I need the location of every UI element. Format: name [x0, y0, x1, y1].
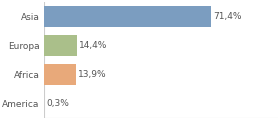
Bar	[44, 64, 76, 85]
Text: 13,9%: 13,9%	[78, 70, 107, 79]
Text: 14,4%: 14,4%	[79, 41, 108, 50]
Bar	[44, 6, 211, 27]
Text: 0,3%: 0,3%	[46, 99, 69, 108]
Text: 71,4%: 71,4%	[213, 12, 241, 21]
Bar	[44, 35, 77, 56]
